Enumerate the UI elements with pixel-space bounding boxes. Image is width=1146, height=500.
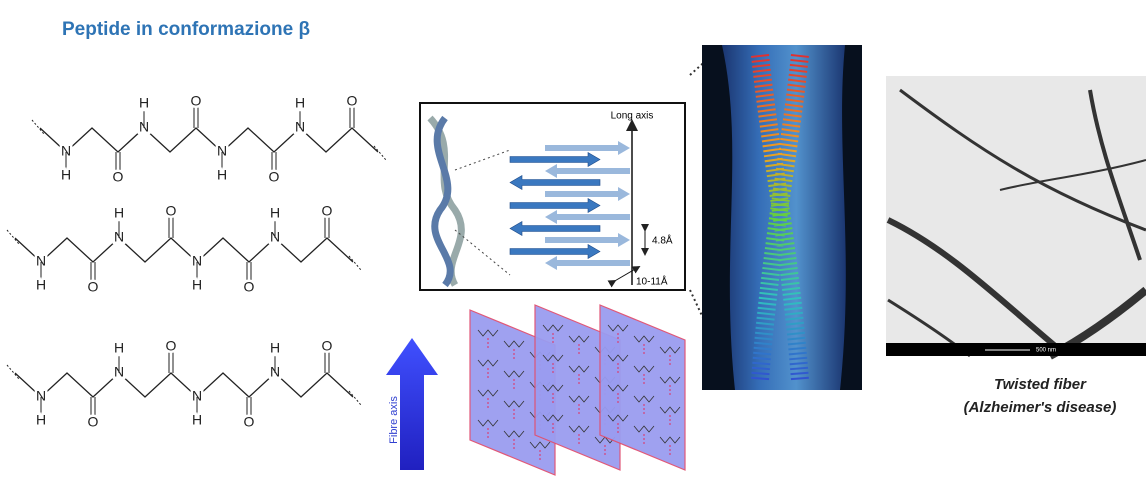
atom-label: H [295, 95, 305, 111]
atom-label: H [192, 277, 202, 293]
caption: (Alzheimer's disease) [964, 399, 1117, 416]
atom-label: H [36, 412, 46, 428]
scale-bar-label: 500 nm [1036, 348, 1056, 354]
caption: Twisted fiber [994, 376, 1087, 393]
chain-end [374, 146, 386, 160]
chain-end [349, 391, 361, 405]
atom-label: H [217, 167, 227, 183]
atom-label: H [114, 340, 124, 356]
atom-label: O [269, 169, 280, 185]
atom-label: O [88, 279, 99, 295]
fibril [722, 45, 846, 390]
slide: Peptide in conformazione β Long axis 4.8… [0, 0, 1146, 500]
atom-label: H [270, 340, 280, 356]
sheet-spacing-label: 10-11Å [636, 275, 668, 288]
atom-label: H [270, 205, 280, 221]
title: Peptide in conformazione β [62, 19, 310, 40]
atom-label: H [192, 412, 202, 428]
atom-label: O [244, 279, 255, 295]
backbone [40, 128, 378, 152]
atom-label: O [113, 169, 124, 185]
chain-end [32, 120, 44, 134]
atom-label: O [322, 338, 333, 354]
atom-label: O [88, 414, 99, 430]
atom-label: H [36, 277, 46, 293]
atom-label: O [166, 203, 177, 219]
atom-label: H [61, 167, 71, 183]
chain-end [7, 230, 19, 244]
atom-label: O [322, 203, 333, 219]
long-axis-label: Long axis [611, 111, 654, 122]
atom-label: O [347, 93, 358, 109]
chain-end [349, 256, 361, 270]
backbone [15, 238, 353, 262]
fibre-axis-label: Fibre axis [388, 396, 400, 444]
strand-spacing-label: 4.8Å [652, 234, 673, 247]
atom-label: O [166, 338, 177, 354]
atom-label: H [139, 95, 149, 111]
sheet-stack [470, 305, 685, 475]
atom-label: O [244, 414, 255, 430]
backbone [15, 373, 353, 397]
chain-end [7, 365, 19, 379]
atom-label: O [191, 93, 202, 109]
atom-label: H [114, 205, 124, 221]
